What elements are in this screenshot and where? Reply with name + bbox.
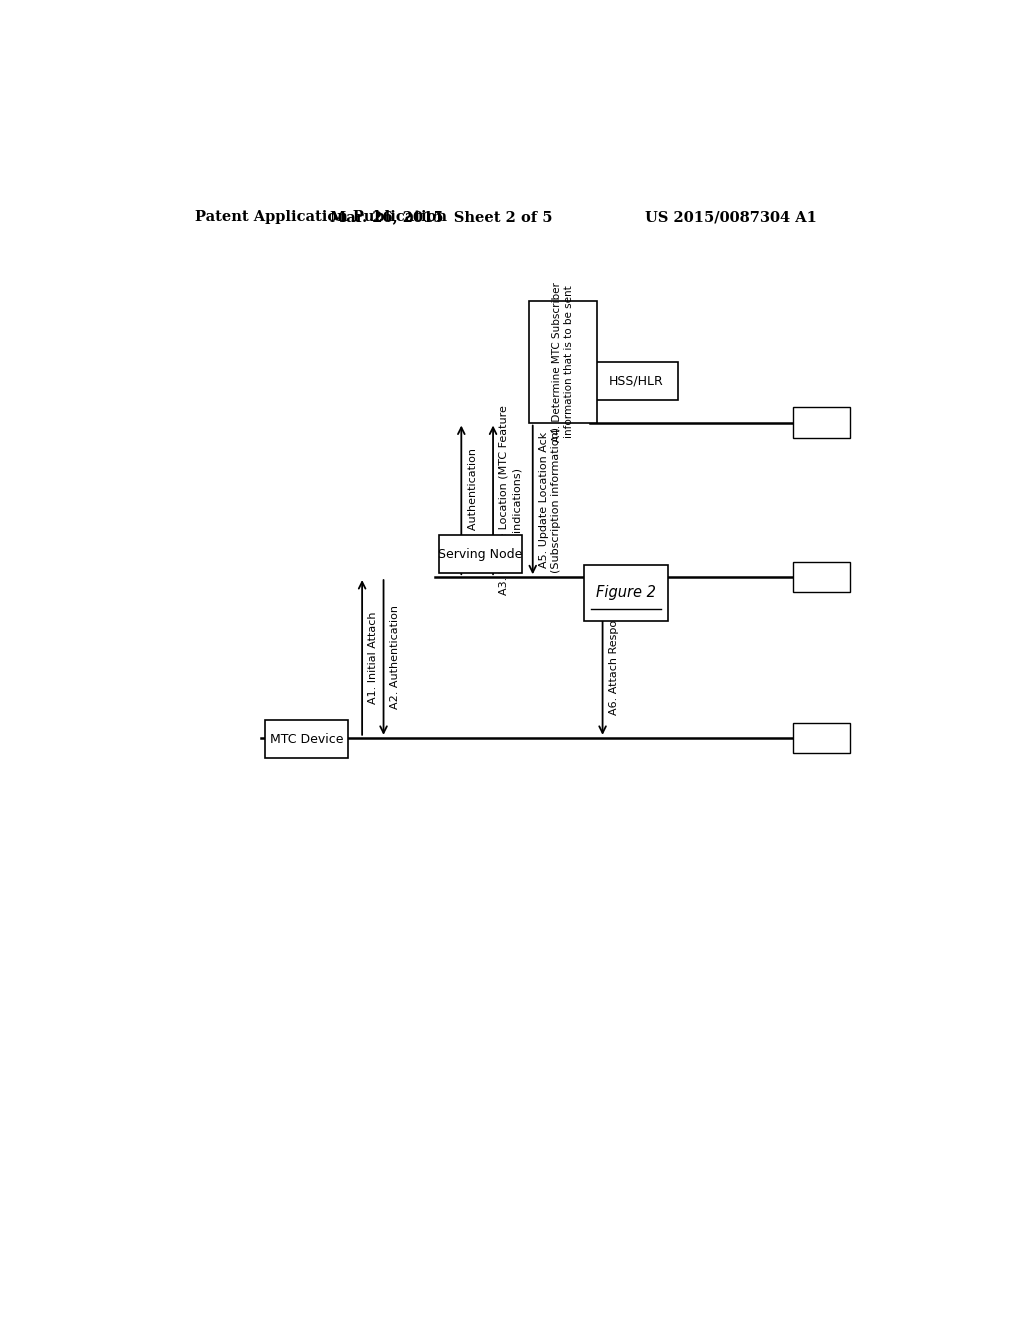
Bar <box>594 362 678 400</box>
Text: Mar. 26, 2015  Sheet 2 of 5: Mar. 26, 2015 Sheet 2 of 5 <box>330 210 553 224</box>
Bar <box>529 301 597 422</box>
Bar <box>793 408 850 438</box>
Text: Figure 2: Figure 2 <box>596 585 656 601</box>
Text: A1. Initial Attach: A1. Initial Attach <box>369 611 379 704</box>
Text: Patent Application Publication: Patent Application Publication <box>196 210 447 224</box>
Text: A2. Authentication: A2. Authentication <box>390 606 400 709</box>
Text: MTC Device: MTC Device <box>269 733 343 746</box>
Text: A5. Update Location Ack
(Subscription information): A5. Update Location Ack (Subscription in… <box>539 426 561 573</box>
Bar <box>438 536 522 573</box>
Text: Serving Node: Serving Node <box>438 548 522 561</box>
Text: A2. Authentication: A2. Authentication <box>468 447 477 552</box>
Text: A6. Attach Response: A6. Attach Response <box>609 601 618 715</box>
Text: US 2015/0087304 A1: US 2015/0087304 A1 <box>645 210 817 224</box>
Bar <box>793 722 850 752</box>
Bar <box>265 721 348 758</box>
Text: A3. Update Location (MTC Feature
indications): A3. Update Location (MTC Feature indicat… <box>500 405 521 595</box>
Text: HSS/HLR: HSS/HLR <box>608 375 664 388</box>
Bar <box>793 562 850 593</box>
Bar <box>585 565 668 620</box>
Text: A4. Determine MTC Subscriber
information that is to be sent: A4. Determine MTC Subscriber information… <box>552 281 573 442</box>
